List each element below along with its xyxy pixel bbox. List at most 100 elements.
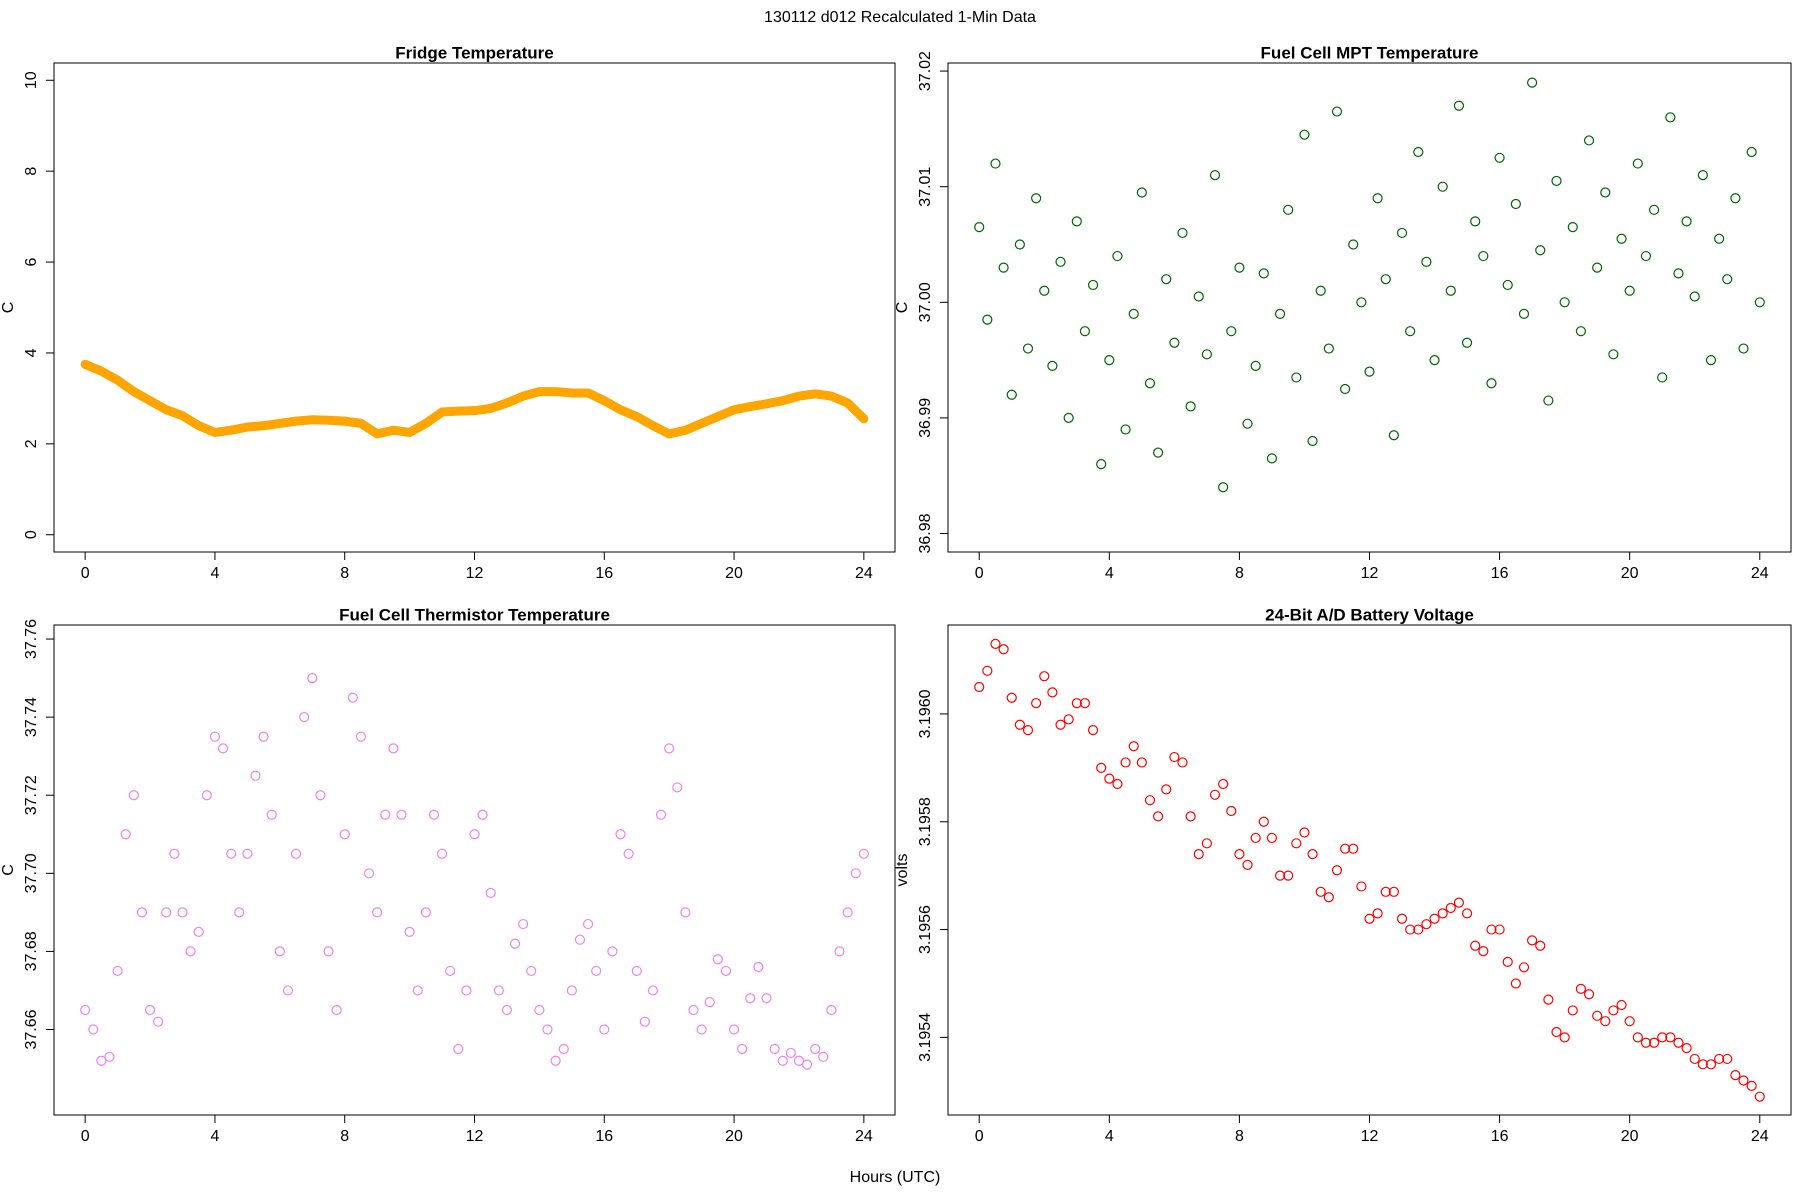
- data-point: [1616, 999, 1627, 1011]
- data-line: [80, 359, 869, 439]
- data-point: [1193, 291, 1204, 302]
- data-point: [672, 782, 683, 793]
- data-point: [728, 1024, 740, 1035]
- data-point: [1478, 250, 1489, 262]
- data-point: [388, 743, 399, 754]
- data-point: [1250, 360, 1261, 371]
- data-point: [720, 965, 732, 977]
- data-point: [1738, 1075, 1749, 1086]
- data-point: [1437, 181, 1448, 192]
- data-point: [453, 1043, 464, 1055]
- x-tick-label: 16: [1491, 1128, 1509, 1145]
- data-point: [518, 918, 529, 930]
- data-point: [372, 907, 383, 918]
- data-point: [1665, 1032, 1676, 1043]
- panel: Fuel Cell MPT Temperature C 0 4 8 12 16 20 24 36.…: [894, 43, 1792, 582]
- data-point: [1697, 1059, 1708, 1070]
- data-point: [1421, 256, 1432, 267]
- x-tick-label: 20: [1621, 565, 1639, 582]
- data-point: [526, 965, 537, 977]
- data-point: [1161, 784, 1172, 795]
- data-point: [1177, 227, 1188, 239]
- x-tick-label: 4: [210, 1128, 219, 1145]
- data-point: [1152, 447, 1164, 458]
- data-point: [745, 993, 756, 1004]
- data-point: [1421, 919, 1432, 930]
- figure-title: 130112 d012 Recalculated 1-Min Data: [764, 9, 1036, 26]
- data-point: [1494, 152, 1505, 163]
- data-point: [201, 790, 212, 801]
- y-tick-label: 37.68: [23, 931, 40, 971]
- data-point: [428, 809, 440, 820]
- data-point: [639, 1016, 650, 1027]
- data-point: [1502, 956, 1513, 968]
- data-point: [1063, 714, 1074, 725]
- data-point: [680, 907, 691, 918]
- x-tick-label: 0: [975, 565, 984, 582]
- data-point: [307, 672, 318, 684]
- data-point: [615, 829, 626, 840]
- data-point: [169, 848, 180, 859]
- data-point: [477, 809, 488, 820]
- data-point: [1144, 795, 1156, 806]
- data-point: [1632, 158, 1643, 169]
- data-point: [120, 829, 131, 840]
- x-tick-label: 12: [466, 1128, 484, 1145]
- y-tick-label: 3.1956: [917, 905, 934, 954]
- data-point: [990, 158, 1001, 169]
- x-tick-label: 4: [1105, 1128, 1114, 1145]
- data-point: [1201, 838, 1212, 849]
- data-point: [226, 848, 237, 859]
- data-point: [1323, 892, 1334, 903]
- panel-title: 24-Bit A/D Battery Voltage: [1265, 605, 1474, 624]
- data-point: [112, 965, 123, 977]
- data-point: [1226, 805, 1237, 817]
- data-point: [355, 731, 367, 742]
- data-point: [501, 1004, 513, 1016]
- data-point: [1372, 908, 1383, 919]
- plot-frame: [53, 624, 896, 1116]
- data-point: [696, 1024, 707, 1035]
- data-point: [550, 1055, 561, 1066]
- data-point: [1681, 1043, 1692, 1054]
- data-point: [737, 1043, 748, 1055]
- data-point: [842, 907, 853, 918]
- data-point: [1673, 268, 1684, 279]
- y-tick-label: 2: [23, 439, 40, 448]
- data-point: [558, 1043, 569, 1055]
- data-point: [1161, 274, 1172, 285]
- data-point: [1437, 908, 1448, 919]
- data-point: [1583, 135, 1595, 146]
- data-point: [96, 1055, 107, 1066]
- data-point: [1055, 256, 1066, 267]
- data-point: [1445, 902, 1456, 914]
- data-point: [1657, 1032, 1668, 1043]
- x-tick-label: 24: [1751, 1128, 1769, 1145]
- data-point: [1535, 940, 1546, 951]
- data-point: [655, 809, 667, 820]
- data-point: [1380, 274, 1391, 285]
- data-point: [1616, 233, 1627, 244]
- data-point: [1510, 198, 1521, 210]
- data-point: [136, 907, 148, 918]
- data-point: [1274, 870, 1286, 881]
- y-tick-label: 3.1954: [917, 1013, 934, 1062]
- x-tick-label: 24: [855, 565, 873, 582]
- data-point: [1201, 349, 1212, 360]
- data-point: [299, 712, 310, 723]
- data-point: [1689, 291, 1700, 302]
- y-tick-label: 4: [23, 348, 40, 357]
- data-point: [161, 907, 172, 918]
- data-point: [1714, 233, 1725, 244]
- y-tick-label: 37.01: [917, 167, 934, 207]
- x-tick-label: 8: [340, 1128, 349, 1145]
- data-point: [1226, 326, 1237, 337]
- data-point: [420, 907, 431, 918]
- data-point: [1022, 343, 1034, 354]
- data-point: [623, 848, 634, 859]
- data-point: [1006, 389, 1017, 400]
- data-point: [599, 1024, 610, 1035]
- data-point: [982, 665, 993, 676]
- y-tick-label: 36.99: [917, 398, 934, 438]
- data-point: [1657, 372, 1668, 383]
